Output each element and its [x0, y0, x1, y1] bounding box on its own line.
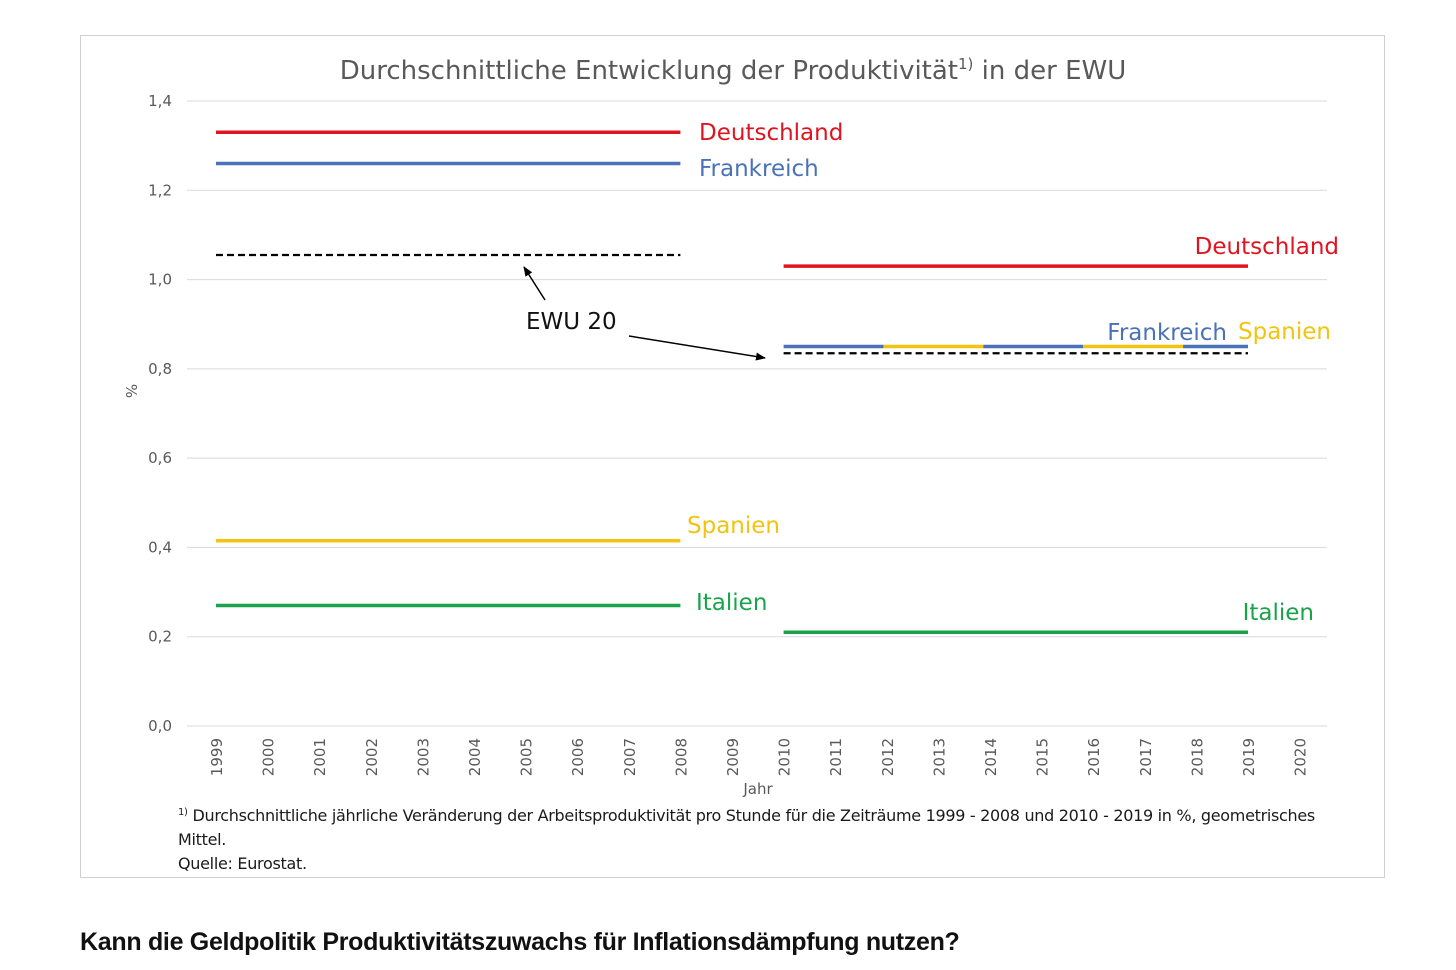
- y-tick-label: 0,8: [148, 360, 172, 378]
- y-tick-label: 0,0: [148, 717, 172, 735]
- footnote-source: Quelle: Eurostat.: [178, 854, 307, 873]
- spanien-series-label: Spanien: [687, 513, 780, 539]
- x-tick-label: 2012: [879, 738, 897, 776]
- x-tick-label: 2007: [621, 738, 639, 776]
- arrow-to-ewu-1999: [523, 266, 546, 301]
- ewu-annotation-label: EWU 20: [526, 309, 617, 335]
- chart-title: Durchschnittliche Entwicklung der Produk…: [340, 55, 1127, 86]
- deutschland-series-label: Deutschland: [699, 120, 843, 146]
- x-tick-label: 2010: [776, 738, 794, 776]
- frankreich-series-label: Frankreich: [699, 156, 819, 182]
- y-tick-label: 0,2: [148, 628, 172, 646]
- italien-series-label: Italien: [1243, 600, 1314, 626]
- x-tick-label: 2014: [982, 738, 1000, 776]
- x-tick-label: 2009: [724, 738, 742, 776]
- italien-series-label: Italien: [696, 590, 767, 616]
- annotation-arrows: [523, 266, 766, 361]
- x-tick-label: 2001: [311, 738, 329, 776]
- x-tick-label: 2016: [1085, 738, 1103, 776]
- frankreich-series-label: Frankreich: [1107, 320, 1227, 346]
- x-axis-label: Jahr: [742, 780, 773, 798]
- x-tick-label: 2017: [1137, 738, 1155, 776]
- x-tick-label: 2015: [1034, 738, 1052, 776]
- x-tick-label: 2013: [930, 738, 948, 776]
- y-axis-label: %: [122, 384, 140, 398]
- productivity-chart: Durchschnittliche Entwicklung der Produk…: [122, 55, 1339, 798]
- y-tick-label: 0,6: [148, 449, 172, 467]
- x-tick-label: 2008: [672, 738, 690, 776]
- x-tick-label: 2003: [414, 738, 432, 776]
- x-tick-label: 2006: [569, 738, 587, 776]
- article-heading: Kann die Geldpolitik Produktivitätszuwac…: [80, 928, 960, 956]
- footnote-text: 1) Durchschnittliche jährliche Veränderu…: [178, 806, 1315, 849]
- x-tick-label: 2018: [1188, 738, 1206, 776]
- y-tick-label: 0,4: [148, 538, 172, 556]
- chart-frame: Durchschnittliche Entwicklung der Produk…: [80, 35, 1385, 878]
- x-tick-label: 2019: [1240, 738, 1258, 776]
- x-tick-label: 2000: [260, 738, 278, 776]
- x-tick-label: 1999: [208, 738, 226, 776]
- x-tick-label: 2004: [466, 738, 484, 776]
- arrow-to-ewu-2010: [628, 335, 766, 361]
- spanien-series-label: Spanien: [1238, 319, 1331, 345]
- chart-footnote: 1) Durchschnittliche jährliche Veränderu…: [178, 801, 1363, 876]
- x-tick-label: 2002: [363, 738, 381, 776]
- y-tick-label: 1,0: [148, 271, 172, 289]
- deutschland-series-label: Deutschland: [1195, 234, 1339, 260]
- y-tick-label: 1,2: [148, 181, 172, 199]
- x-tick-label: 2005: [518, 738, 536, 776]
- x-tick-label: 2011: [827, 738, 845, 776]
- y-tick-label: 1,4: [148, 92, 172, 110]
- x-tick-label: 2020: [1292, 738, 1310, 776]
